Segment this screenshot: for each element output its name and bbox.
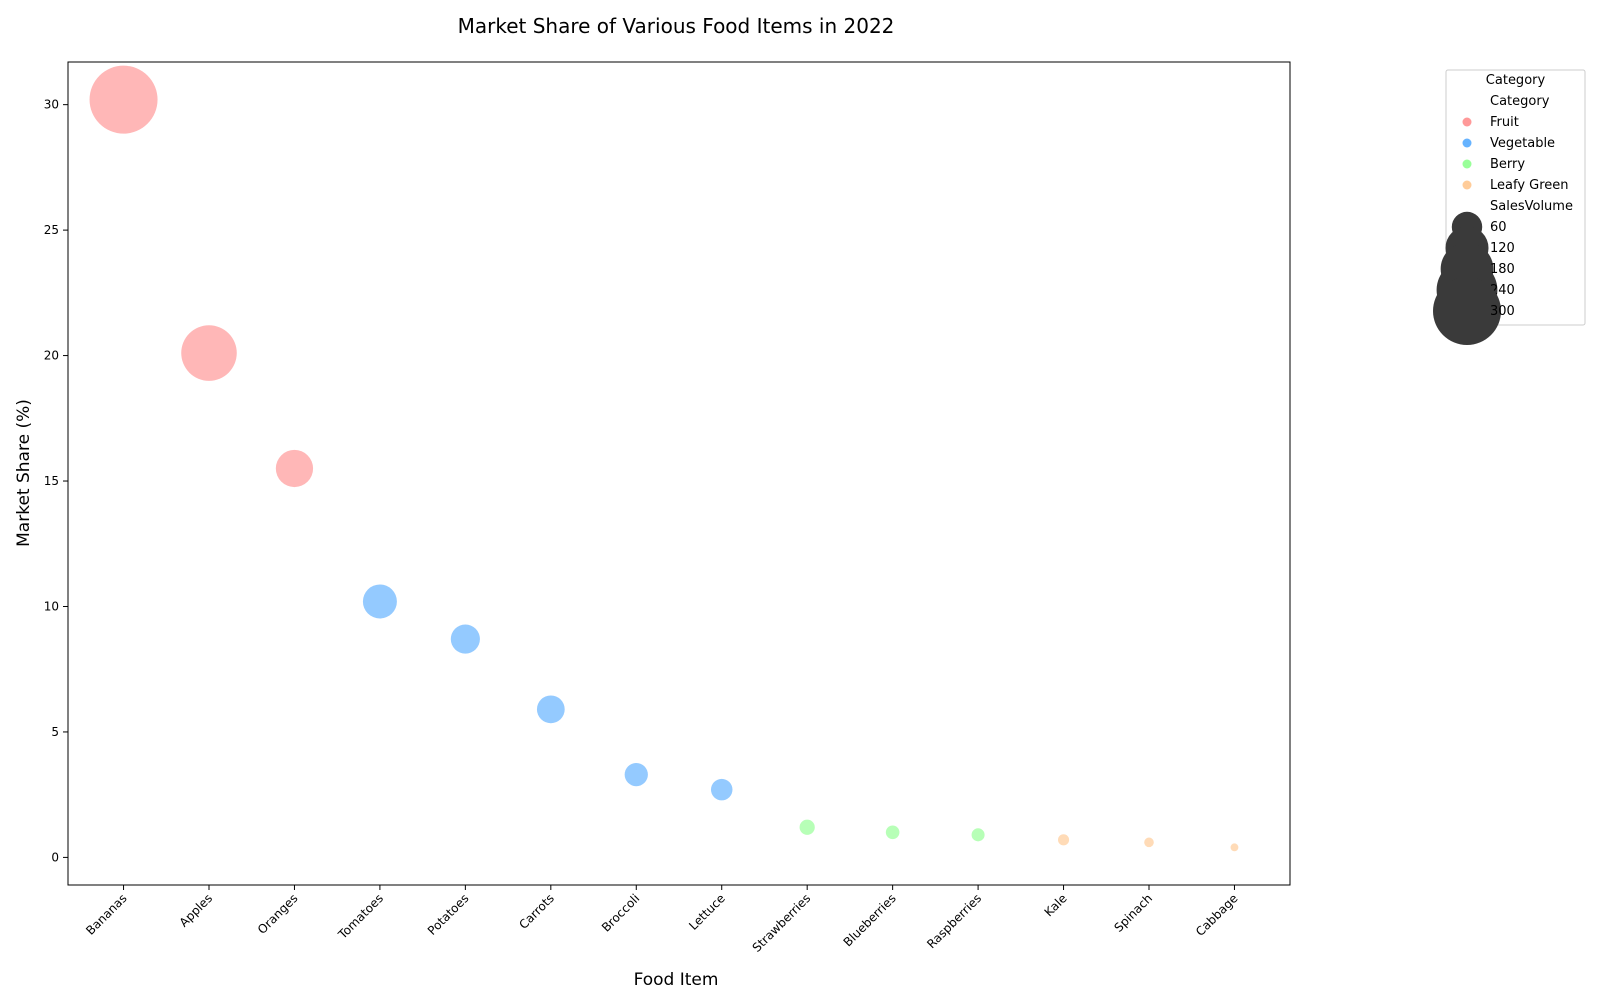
y-tick-label: 20 <box>44 349 59 363</box>
x-tick-label: Oranges <box>255 891 301 937</box>
legend-size-label: 180 <box>1490 262 1515 277</box>
x-tick-label: Broccoli <box>599 891 642 934</box>
data-point-kale <box>1057 834 1070 846</box>
x-tick-label: Raspberries <box>924 891 984 951</box>
legend-entry-label: Vegetable <box>1490 136 1555 151</box>
legend-marker-leafy-green <box>1462 180 1472 190</box>
x-tick-label: Lettuce <box>686 891 728 933</box>
y-tick-label: 30 <box>44 98 59 112</box>
legend: Category Category Fruit Vegetable Berry Leaf… <box>1433 69 1586 345</box>
y-tick-label: 15 <box>44 474 59 488</box>
legend-entries: Category Fruit Vegetable Berry Leafy Green Sa… <box>1433 94 1573 345</box>
plot-frame <box>67 61 1291 886</box>
data-point-cabbage <box>1230 843 1239 852</box>
data-point-blueberries <box>885 825 900 840</box>
y-tick-label: 0 <box>51 850 59 864</box>
legend-entry-label: Fruit <box>1490 115 1519 130</box>
data-point-lettuce <box>710 778 733 801</box>
legend-marker-berry <box>1462 159 1472 169</box>
data-point-raspberries <box>971 828 985 842</box>
data-point-apples <box>181 325 237 381</box>
legend-entry-label: Berry <box>1490 157 1525 172</box>
y-axis: 0 5 10 15 20 25 30 <box>44 98 68 864</box>
y-tick-label: 5 <box>51 725 59 739</box>
x-tick-label: Blueberries <box>841 891 899 949</box>
legend-hue-title: Category <box>1490 94 1550 109</box>
y-axis-label: Market Share (%) <box>14 399 34 547</box>
legend-title: Category <box>1486 73 1546 88</box>
x-tick-label: Potatoes <box>425 891 472 938</box>
legend-entry-label: Leafy Green <box>1490 178 1569 193</box>
data-point-bananas <box>89 65 158 134</box>
x-tick-label: Spinach <box>1111 891 1155 935</box>
legend-size-label: 300 <box>1490 304 1515 319</box>
legend-size-label: 60 <box>1490 220 1507 235</box>
x-tick-label: Kale <box>1042 891 1070 919</box>
x-tick-label: Apples <box>177 891 215 929</box>
x-tick-label: Bananas <box>83 891 130 938</box>
x-axis: Bananas Apples Oranges Tomatoes Potatoes Carr… <box>83 885 1241 955</box>
x-axis-label: Food Item <box>634 970 719 990</box>
legend-size-marker <box>1433 277 1501 345</box>
data-point-carrots <box>536 695 565 724</box>
data-point-broccoli <box>624 762 648 787</box>
data-point-spinach <box>1144 837 1154 848</box>
legend-size-title: SalesVolume <box>1490 199 1573 214</box>
plot-points <box>89 65 1239 852</box>
legend-size-label: 120 <box>1490 241 1515 256</box>
data-point-strawberries <box>799 819 815 835</box>
x-tick-label: Carrots <box>516 891 557 932</box>
y-tick-label: 10 <box>44 599 59 613</box>
legend-marker-vegetable <box>1462 138 1472 148</box>
legend-marker-fruit <box>1462 117 1472 127</box>
x-tick-label: Tomatoes <box>335 891 386 942</box>
chart-title: Market Share of Various Food Items in 20… <box>458 14 895 38</box>
data-point-potatoes <box>450 624 480 654</box>
x-tick-label: Strawberries <box>750 891 814 955</box>
data-point-oranges <box>275 449 314 488</box>
x-tick-label: Cabbage <box>1193 891 1241 939</box>
data-point-tomatoes <box>362 584 397 619</box>
y-tick-label: 25 <box>44 223 59 237</box>
